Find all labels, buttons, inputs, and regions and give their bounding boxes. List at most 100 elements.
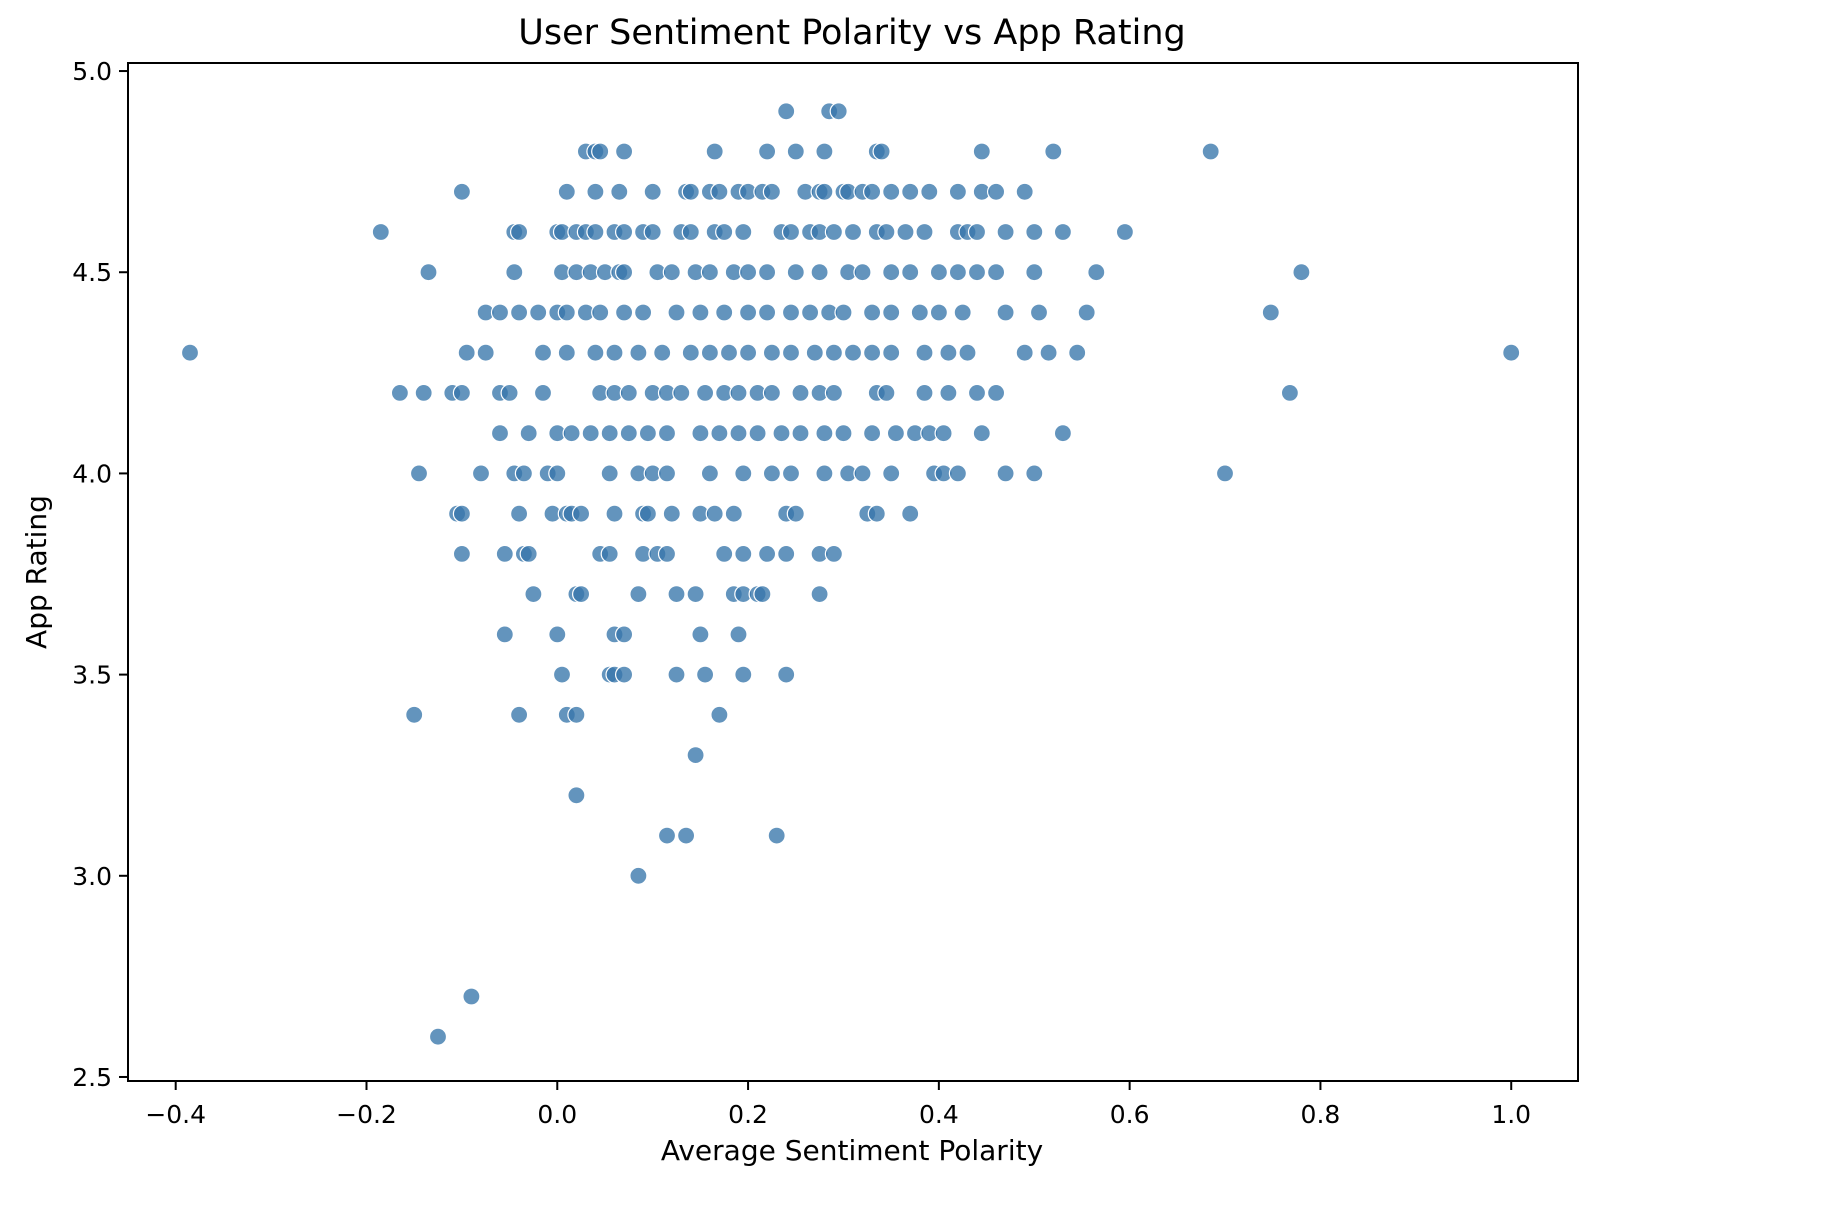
scatter-point <box>1044 142 1063 161</box>
scatter-point <box>986 383 1006 402</box>
scatter-point <box>886 424 906 443</box>
scatter-point <box>509 705 529 724</box>
scatter-point <box>986 263 1006 282</box>
scatter-point <box>657 464 677 483</box>
scatter-point <box>529 303 548 322</box>
scatter-point <box>757 142 777 161</box>
scatter-point <box>781 222 801 242</box>
scatter-point <box>762 343 782 362</box>
scatter-point <box>738 343 758 362</box>
scatter-points <box>180 102 1521 1046</box>
scatter-point <box>729 625 748 644</box>
scatter-point <box>614 222 634 242</box>
scatter-point <box>452 383 471 402</box>
x-tick-label: 0.0 <box>537 1100 577 1129</box>
scatter-point <box>1115 222 1135 242</box>
y-tick-label: 2.5 <box>72 1063 112 1092</box>
scatter-point <box>672 383 691 402</box>
scatter-point <box>371 222 390 242</box>
scatter-point <box>495 544 514 564</box>
scatter-point <box>638 424 658 443</box>
scatter-point <box>691 424 710 443</box>
scatter-point <box>948 464 968 483</box>
scatter-point <box>657 544 677 564</box>
scatter-point <box>772 424 791 443</box>
scatter-point <box>681 182 700 201</box>
scatter-point <box>896 222 915 242</box>
x-tick-label: 0.4 <box>919 1100 959 1129</box>
scatter-point <box>586 343 605 362</box>
scatter-point <box>1087 263 1106 282</box>
scatter-point <box>557 182 576 201</box>
scatter-point <box>643 182 662 201</box>
scatter-point <box>791 424 810 443</box>
scatter-point <box>781 343 801 362</box>
scatter-point <box>490 303 510 322</box>
scatter-point <box>567 786 586 805</box>
scatter-point <box>428 1027 448 1046</box>
scatter-point <box>667 584 686 604</box>
scatter-point <box>810 584 829 604</box>
scatter-point <box>629 866 648 885</box>
scatter-point <box>667 303 686 322</box>
scatter-point <box>986 182 1006 201</box>
scatter-point <box>901 182 920 201</box>
scatter-point <box>524 584 543 604</box>
scatter-point <box>557 303 576 322</box>
scatter-point <box>996 303 1015 322</box>
scatter-point <box>591 142 610 161</box>
scatter-point <box>681 222 700 242</box>
scatter-point <box>509 504 529 523</box>
scatter-point <box>567 705 586 724</box>
scatter-point <box>872 142 891 161</box>
scatter-point <box>552 665 572 684</box>
scatter-point <box>662 263 681 282</box>
x-tick-label: 0.6 <box>1110 1100 1150 1129</box>
scatter-point <box>457 343 476 362</box>
scatter-point <box>920 182 939 201</box>
scatter-point <box>882 303 901 322</box>
scatter-point <box>1201 142 1220 161</box>
scatter-point <box>619 424 638 443</box>
scatter-point <box>738 263 758 282</box>
scatter-point <box>586 182 605 201</box>
scatter-point <box>653 343 672 362</box>
scatter-point <box>882 343 901 362</box>
scatter-point <box>934 424 953 443</box>
scatter-point <box>729 383 748 402</box>
scatter-point <box>882 464 901 483</box>
scatter-point <box>786 142 805 161</box>
scatter-point <box>614 665 634 684</box>
scatter-point <box>824 222 844 242</box>
scatter-point <box>996 464 1015 483</box>
scatter-point <box>629 343 648 362</box>
scatter-point <box>657 424 677 443</box>
scatter-point <box>953 303 972 322</box>
scatter-point <box>834 303 853 322</box>
scatter-point <box>643 222 662 242</box>
scatter-point <box>715 303 734 322</box>
scatter-point <box>1025 263 1044 282</box>
scatter-point <box>409 464 429 483</box>
scatter-point <box>500 383 519 402</box>
scatter-point <box>700 464 720 483</box>
scatter-point <box>548 625 567 644</box>
scatter-point <box>1025 222 1044 242</box>
scatter-point <box>657 826 677 845</box>
scatter-point <box>929 263 949 282</box>
x-axis: −0.4 −0.2 0.0 0.2 0.4 0.6 0.8 1.0 <box>145 1081 1531 1129</box>
scatter-point <box>514 464 534 483</box>
scatter-point <box>824 383 844 402</box>
x-tick-label: 0.2 <box>728 1100 768 1129</box>
scatter-point <box>719 343 739 362</box>
x-tick-label: −0.2 <box>336 1100 397 1129</box>
scatter-point <box>557 343 576 362</box>
scatter-point <box>939 383 958 402</box>
scatter-point <box>829 102 848 121</box>
scatter-point <box>915 222 934 242</box>
scatter-point <box>581 424 600 443</box>
scatter-point <box>1261 303 1280 322</box>
scatter-point <box>495 625 514 644</box>
scatter-point <box>777 665 796 684</box>
